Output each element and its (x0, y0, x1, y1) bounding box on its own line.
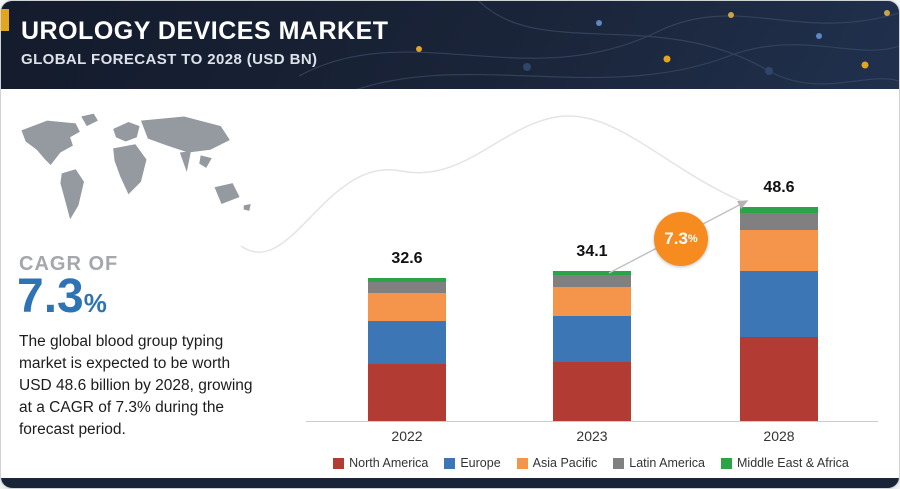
badge-value: 7.3 (664, 229, 688, 248)
cagr-badge: 7.3% (654, 212, 708, 266)
segment-middle-east-africa-2028 (740, 207, 818, 213)
segment-asia-pacific-2023 (553, 287, 631, 316)
cagr-number: 7.3 (17, 270, 84, 323)
segment-north-america-2023 (553, 361, 631, 421)
legend-item-latin-america: Latin America (613, 456, 705, 470)
legend-swatch-europe (444, 457, 456, 469)
segment-europe-2022 (368, 320, 446, 365)
legend-swatch-middle-east-africa (721, 457, 732, 469)
cagr-percent-sign: % (83, 288, 107, 318)
bottom-bar (1, 478, 899, 488)
chart-legend: North America Europe Asia Pacific Latin Ame… (301, 456, 881, 470)
page-subtitle: GLOBAL FORECAST TO 2028 (USD BN) (21, 51, 318, 68)
badge-percent-sign: % (687, 233, 698, 245)
category-label-2023: 2023 (576, 428, 608, 444)
segment-latin-america-2023 (553, 274, 631, 288)
legend-label-asia-pacific: Asia Pacific (532, 456, 598, 470)
cagr-label: CAGR OF (19, 253, 119, 275)
legend-label-middle-east-africa: Middle East & Africa (737, 456, 849, 470)
legend-label-europe: Europe (460, 456, 501, 470)
category-label-2028: 2028 (763, 428, 795, 444)
total-label-2028: 48.6 (763, 179, 795, 196)
legend-label-latin-america: Latin America (629, 456, 705, 470)
stacked-bar-chart (301, 131, 881, 421)
page-title: UROLOGY DEVICES MARKET (21, 17, 389, 45)
x-axis-line (306, 421, 878, 422)
bar-2023 (553, 271, 631, 421)
market-description: The global blood group typing market is … (19, 333, 253, 438)
legend-swatch-latin-america (613, 457, 625, 469)
legend-item-middle-east-africa: Middle East & Africa (721, 456, 849, 470)
bar-2028 (740, 207, 818, 421)
legend-item-europe: Europe (444, 456, 501, 470)
legend-swatch-asia-pacific (516, 457, 528, 469)
total-label-2023: 34.1 (576, 243, 608, 260)
category-label-2022: 2022 (391, 428, 423, 444)
segment-latin-america-2022 (368, 281, 446, 294)
header: UROLOGY DEVICES MARKET GLOBAL FORECAST T… (1, 1, 899, 89)
legend-item-asia-pacific: Asia Pacific (516, 456, 598, 470)
legend-item-north-america: North America (333, 456, 428, 470)
segment-latin-america-2028 (740, 212, 818, 231)
bar-2022 (368, 278, 446, 421)
segment-asia-pacific-2022 (368, 293, 446, 321)
total-label-2022: 32.6 (391, 250, 423, 267)
segment-north-america-2028 (740, 336, 818, 421)
segment-middle-east-africa-2023 (553, 271, 631, 275)
header-accent-bar (1, 9, 9, 31)
segment-europe-2028 (740, 271, 818, 337)
legend-label-north-america: North America (349, 456, 429, 470)
segment-middle-east-africa-2022 (368, 278, 446, 282)
network-decoration (299, 1, 899, 89)
segment-asia-pacific-2028 (740, 230, 818, 272)
segment-europe-2023 (553, 315, 631, 362)
legend-swatch-north-america (333, 457, 345, 469)
segment-north-america-2022 (368, 364, 446, 421)
world-map (21, 113, 251, 220)
cagr-value: 7.3% (17, 269, 107, 324)
